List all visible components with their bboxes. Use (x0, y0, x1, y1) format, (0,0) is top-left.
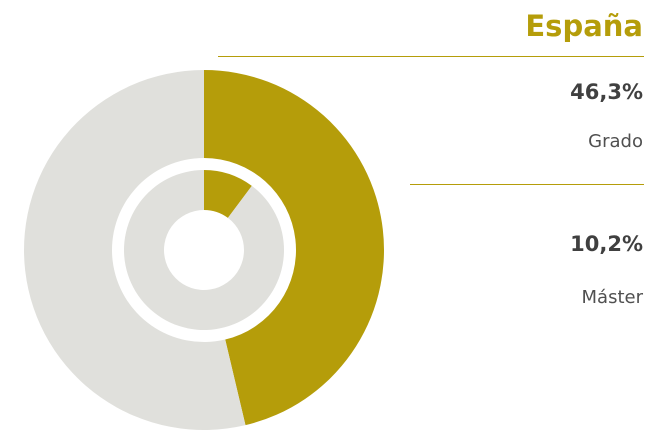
grado-remainder-slice (24, 70, 246, 430)
master-remainder-slice (124, 170, 285, 330)
chart-title: España (525, 9, 643, 43)
stats-divider (410, 184, 644, 185)
master-value-slice (204, 170, 252, 218)
grado-label: Grado (588, 131, 643, 152)
title-divider (218, 56, 644, 57)
master-value: 10,2% (570, 232, 643, 256)
outer-ring-grado (24, 70, 385, 430)
master-label: Máster (581, 287, 643, 308)
grado-value-slice (204, 70, 385, 426)
inner-ring-master (124, 170, 285, 330)
grado-value: 46,3% (570, 80, 643, 104)
